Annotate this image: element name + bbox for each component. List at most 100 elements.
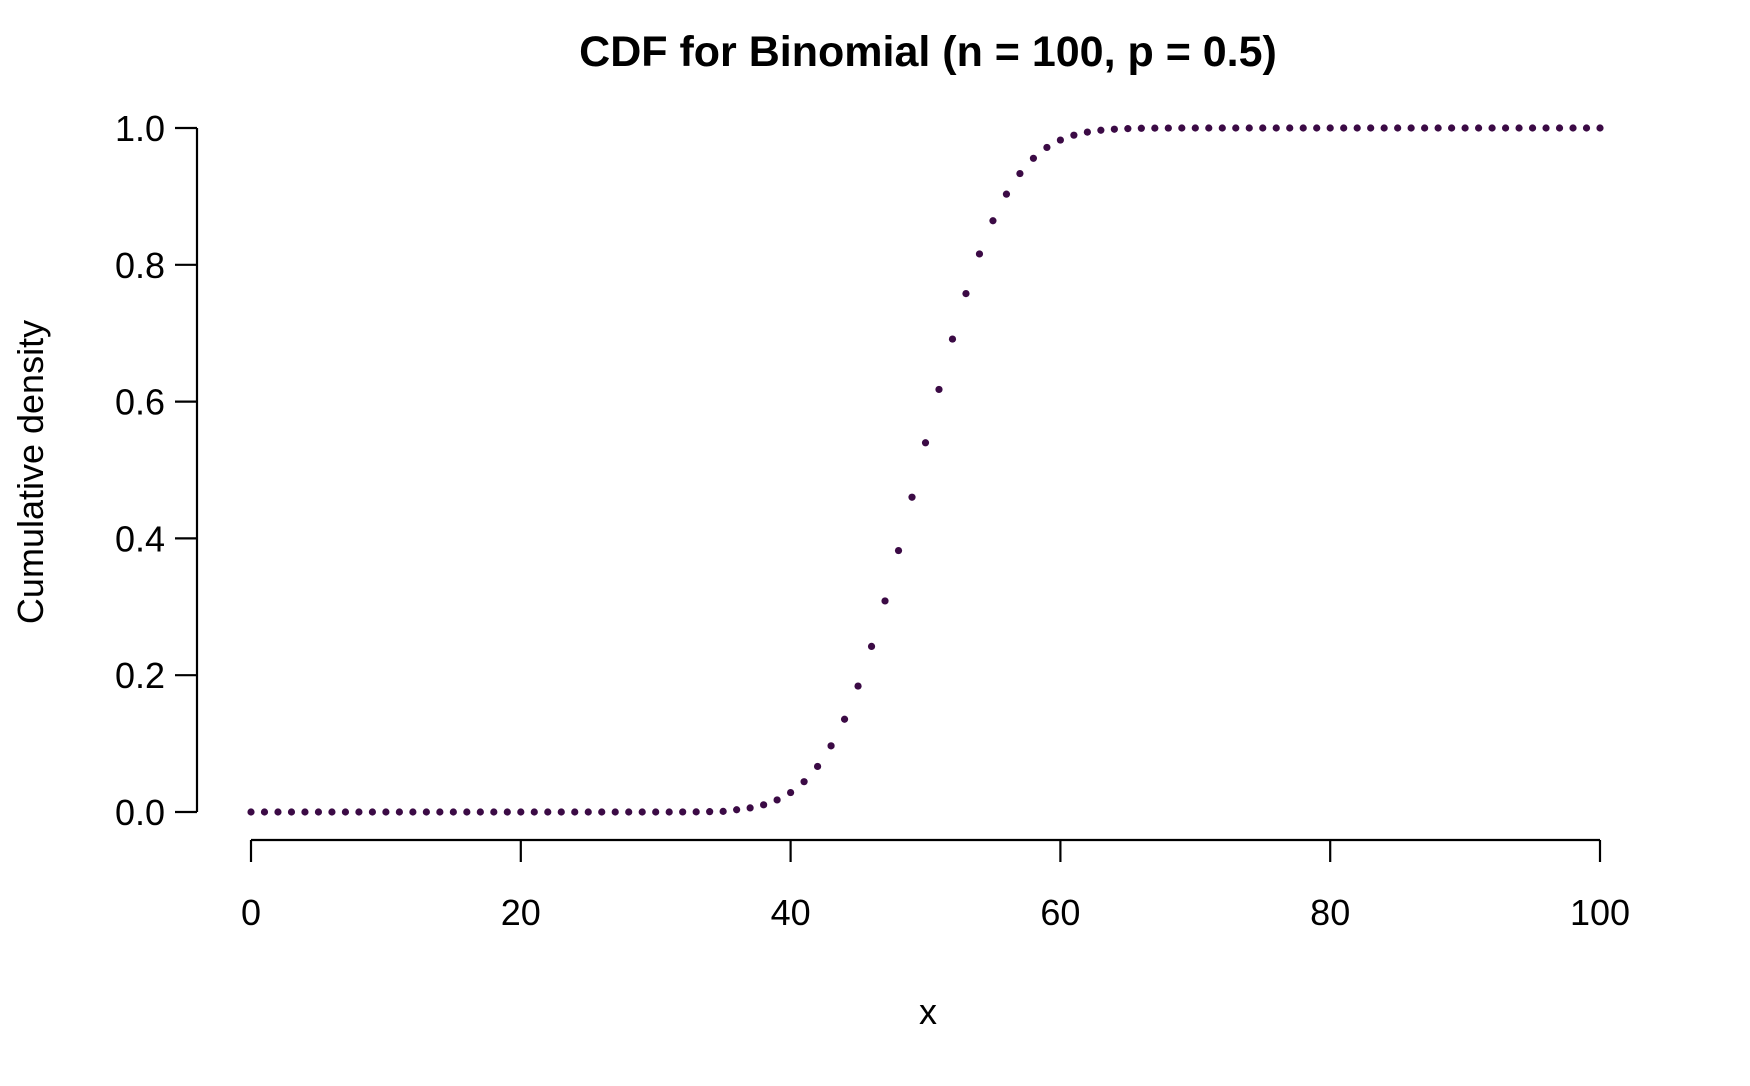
data-point (854, 682, 862, 690)
data-point (1488, 124, 1496, 132)
data-point (1582, 124, 1591, 132)
data-point (894, 546, 903, 555)
data-point (989, 217, 997, 225)
data-point (1434, 124, 1442, 132)
data-point (611, 808, 619, 816)
data-point (409, 808, 417, 816)
data-point (1002, 190, 1011, 198)
data-point (247, 808, 255, 816)
x-tick-label: 40 (771, 892, 811, 933)
data-point (1421, 124, 1429, 132)
data-point (1272, 124, 1280, 132)
data-point (908, 493, 916, 501)
data-point (544, 808, 552, 816)
data-point (881, 597, 889, 605)
data-point (1259, 124, 1267, 132)
data-point (1218, 124, 1226, 132)
data-point (571, 808, 579, 816)
data-point (328, 808, 336, 816)
data-point (1124, 125, 1132, 133)
data-point (1528, 124, 1537, 132)
data-point (1340, 124, 1348, 132)
data-point (1245, 124, 1253, 132)
data-point (314, 808, 323, 816)
data-point (962, 289, 970, 298)
data-point (1070, 131, 1078, 139)
data-point (1299, 124, 1307, 132)
x-tick-label: 20 (501, 892, 541, 933)
data-point (813, 762, 822, 771)
data-point (584, 808, 592, 816)
x-tick-label: 60 (1040, 892, 1080, 933)
data-point (287, 808, 296, 816)
data-point (395, 808, 403, 816)
x-axis-title: x (919, 991, 937, 1032)
data-point (274, 808, 282, 816)
data-point (1110, 125, 1118, 133)
data-point (1407, 124, 1415, 132)
data-point (1569, 124, 1577, 132)
data-point (476, 808, 484, 816)
y-tick-label: 0.2 (115, 655, 165, 696)
data-point (1367, 124, 1375, 132)
data-point (652, 808, 660, 816)
data-point (598, 808, 606, 816)
data-point (1164, 124, 1172, 132)
data-point (1380, 124, 1388, 132)
data-point (557, 808, 565, 816)
data-point (800, 778, 808, 786)
y-axis: 0.0 0.2 0.4 0.6 0.8 1.0 (115, 108, 199, 833)
data-point (1461, 124, 1469, 132)
data-point (1137, 124, 1145, 132)
data-point (1542, 124, 1550, 132)
data-point (1394, 124, 1402, 132)
data-point (1205, 124, 1213, 132)
data-point (1178, 124, 1186, 132)
x-tick-label: 100 (1570, 892, 1630, 933)
data-point (625, 808, 633, 816)
data-point (1596, 124, 1604, 132)
data-point (948, 335, 957, 343)
data-point (503, 808, 511, 816)
data-point (679, 808, 687, 816)
data-point (1353, 124, 1361, 132)
data-point (382, 808, 390, 816)
data-point (1151, 124, 1159, 132)
data-point (260, 808, 269, 816)
x-tick-label: 0 (241, 892, 261, 933)
y-tick-label: 0.0 (115, 792, 165, 833)
y-tick-label: 0.4 (115, 518, 165, 559)
data-point (1083, 128, 1091, 136)
data-point (638, 808, 646, 816)
data-point (1016, 169, 1024, 178)
data-point (1448, 124, 1456, 132)
x-axis: 0 20 40 60 80 100 (241, 838, 1630, 933)
data-point (1097, 126, 1105, 134)
data-point (760, 801, 768, 809)
data-point (706, 808, 714, 816)
data-point (1191, 124, 1199, 132)
data-point (787, 788, 795, 797)
data-point (1043, 143, 1051, 152)
data-point (449, 808, 457, 816)
data-point (517, 808, 525, 816)
data-point (1326, 124, 1334, 132)
data-point (341, 808, 350, 816)
y-tick-label: 1.0 (115, 108, 165, 149)
data-point (463, 808, 471, 816)
data-point (1474, 124, 1483, 132)
data-point (530, 808, 538, 816)
data-point (867, 642, 876, 651)
data-point (921, 439, 930, 447)
data-point (746, 804, 754, 812)
data-point (1286, 124, 1294, 132)
data-point (1501, 124, 1510, 132)
data-point (1515, 124, 1523, 132)
data-point (490, 808, 498, 816)
data-point (827, 742, 835, 750)
data-point (1029, 154, 1038, 162)
data-point (840, 715, 849, 723)
data-point (733, 806, 741, 814)
data-point (436, 808, 444, 816)
